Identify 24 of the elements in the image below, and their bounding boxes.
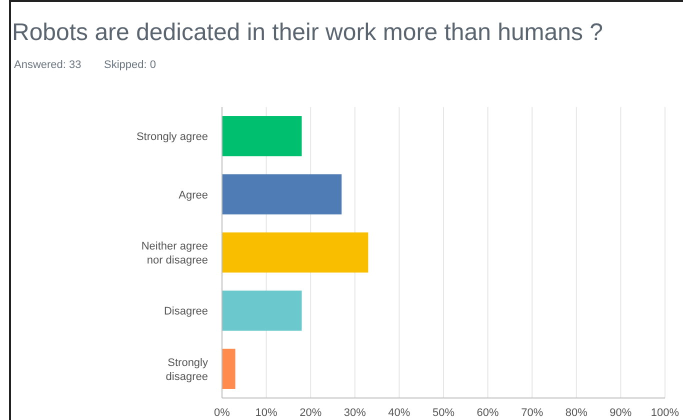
x-tick-label: 10% — [255, 407, 278, 419]
x-tick-label: 20% — [300, 407, 322, 419]
x-tick-label: 90% — [610, 407, 632, 419]
chart-title: Robots are dedicated in their work more than humans ? — [12, 19, 603, 46]
x-tick-label: 30% — [344, 407, 366, 419]
x-tick-label: 80% — [565, 407, 588, 419]
text: Skipped: 0 — [104, 59, 156, 71]
bar — [222, 116, 302, 156]
x-tick-label: 0% — [214, 407, 230, 419]
bar — [222, 232, 368, 273]
x-tick-label: 70% — [521, 407, 544, 419]
y-tick-label: Agree — [178, 189, 208, 202]
x-tick-label: 60% — [476, 407, 500, 419]
x-tick-label: 40% — [388, 407, 410, 419]
bar — [222, 348, 236, 389]
y-tick-label: Strongly disagree — [166, 356, 208, 383]
text: Answered: 33 — [14, 59, 82, 71]
y-tick-label: Strongly agree — [136, 131, 208, 144]
x-tick-label: 50% — [432, 407, 455, 419]
bar — [222, 174, 342, 214]
x-tick-label: 100% — [650, 407, 680, 419]
y-tick-label: Disagree — [164, 306, 208, 318]
bar — [222, 290, 302, 331]
y-tick-label: Neither agree nor disagree — [141, 240, 208, 266]
